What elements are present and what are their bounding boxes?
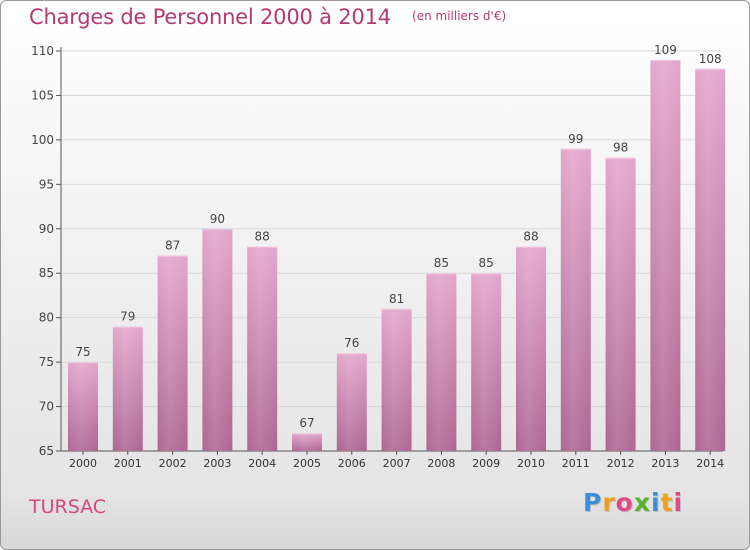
bar-highlight	[202, 228, 233, 451]
x-tick-label: 2006	[338, 457, 366, 470]
bar-highlight	[112, 326, 143, 451]
data-label: 85	[479, 256, 494, 270]
data-label: 76	[344, 336, 359, 350]
value-labels: 75 79 87 90 88 67 76 81 85 85 88 99 98 109 108	[75, 43, 721, 430]
y-tick-label: 100	[31, 133, 54, 147]
logo-letter: i	[651, 488, 661, 517]
data-label: 88	[255, 230, 270, 244]
bar-highlight	[381, 308, 412, 451]
y-tick-label: 90	[39, 222, 54, 236]
x-tick-label: 2014	[696, 457, 724, 470]
bars	[68, 59, 726, 452]
bar-highlight	[695, 68, 726, 452]
bar-highlight	[516, 246, 546, 451]
data-label: 85	[434, 256, 449, 270]
x-tick-labels: 2000 2001 2002 2003 2004 2005 2006 2007 2008 2009…	[69, 457, 724, 470]
x-tick-label: 2010	[517, 457, 545, 470]
chart-subtitle: (en milliers d'€)	[412, 9, 507, 23]
data-label: 108	[699, 52, 722, 66]
x-tick-label: 2008	[427, 457, 455, 470]
x-tick-label: 2013	[651, 457, 679, 470]
x-tick-label: 2011	[562, 457, 590, 470]
logo-letter: P	[583, 488, 603, 517]
title-row: Charges de Personnel 2000 à 2014 (en mil…	[29, 5, 506, 29]
data-label: 67	[299, 416, 314, 430]
y-tick-label: 85	[39, 266, 54, 280]
logo-letter: t	[660, 488, 674, 517]
bar-highlight	[157, 255, 188, 451]
x-tick-label: 2000	[69, 457, 97, 470]
y-tick-label: 65	[39, 444, 54, 458]
x-tick-label: 2002	[159, 457, 187, 470]
bar-highlight	[605, 157, 636, 451]
data-label: 99	[568, 132, 583, 146]
x-tick-label: 2007	[383, 457, 411, 470]
x-tick-label: 2003	[203, 457, 231, 470]
data-label: 81	[389, 292, 404, 306]
bar-highlight	[650, 59, 681, 452]
y-tick-label: 75	[39, 355, 54, 369]
y-tick-labels: 65 70 75 80 85 90 95 100 105 110	[31, 44, 54, 458]
data-label: 79	[120, 310, 135, 324]
chart-title: Charges de Personnel 2000 à 2014	[29, 5, 391, 29]
data-label: 98	[613, 141, 628, 155]
x-tick-label: 2012	[607, 457, 635, 470]
logo-letter: i	[673, 488, 684, 517]
data-label: 88	[523, 230, 538, 244]
data-label: 109	[654, 43, 677, 57]
bar-highlight	[471, 273, 502, 451]
x-tick-label: 2001	[114, 457, 142, 470]
y-tick-label: 95	[39, 177, 54, 191]
logo-letter: o	[615, 488, 634, 517]
x-tick-label: 2009	[472, 457, 500, 470]
data-label: 75	[75, 345, 90, 359]
bar-highlight	[68, 362, 98, 451]
data-label: 87	[165, 238, 180, 252]
y-tick-label: 110	[31, 44, 54, 58]
bar-highlight	[247, 246, 278, 451]
bar-highlight	[560, 148, 591, 451]
y-tick-label: 70	[39, 400, 54, 414]
proxiti-logo[interactable]: Proxiti	[583, 488, 683, 517]
bar-highlight	[336, 353, 367, 451]
place-name: TURSAC	[29, 496, 107, 518]
bar-highlight	[292, 433, 322, 451]
y-tick-label: 105	[31, 88, 54, 102]
logo-letter: x	[633, 488, 651, 517]
x-tick-label: 2005	[293, 457, 321, 470]
logo-letter: r	[602, 488, 616, 517]
x-tick-label: 2004	[248, 457, 276, 470]
data-label: 90	[210, 212, 225, 226]
y-tick-label: 80	[39, 311, 54, 325]
bar-highlight	[426, 273, 457, 451]
